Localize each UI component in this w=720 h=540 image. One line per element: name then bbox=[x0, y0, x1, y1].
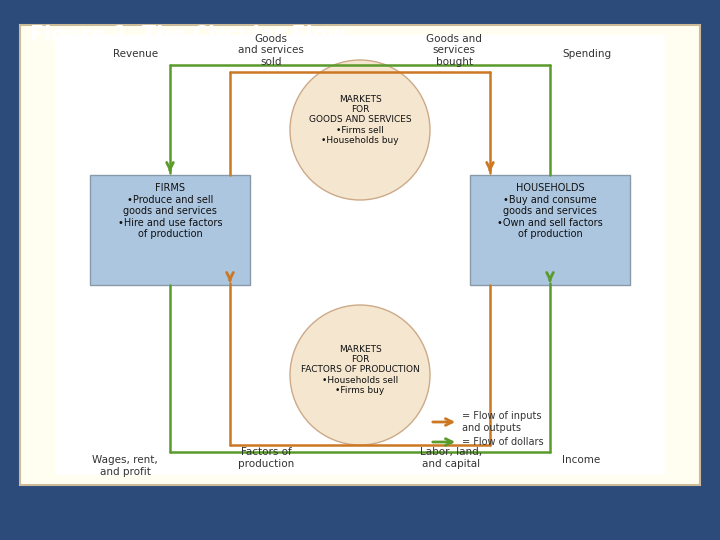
Text: MARKETS
FOR
FACTORS OF PRODUCTION
•Households sell
•Firms buy: MARKETS FOR FACTORS OF PRODUCTION •House… bbox=[301, 345, 419, 395]
Text: MARKETS
FOR
GOODS AND SERVICES
•Firms sell
•Households buy: MARKETS FOR GOODS AND SERVICES •Firms se… bbox=[309, 94, 411, 145]
Text: Goods
and services
sold: Goods and services sold bbox=[238, 34, 304, 67]
Text: FIRMS
•Produce and sell
goods and services
•Hire and use factors
of production: FIRMS •Produce and sell goods and servic… bbox=[118, 183, 222, 239]
Circle shape bbox=[290, 305, 430, 445]
Text: Factors of
production: Factors of production bbox=[238, 447, 294, 469]
FancyBboxPatch shape bbox=[55, 35, 665, 475]
FancyBboxPatch shape bbox=[20, 25, 700, 485]
Text: Spending: Spending bbox=[562, 49, 611, 59]
Text: Figure 1  The Circular Flow: Figure 1 The Circular Flow bbox=[30, 25, 346, 45]
Text: = Flow of inputs
and outputs: = Flow of inputs and outputs bbox=[462, 411, 541, 433]
Text: Goods and
services
bought: Goods and services bought bbox=[426, 34, 482, 67]
Text: Labor, land,
and capital: Labor, land, and capital bbox=[420, 447, 482, 469]
Circle shape bbox=[290, 60, 430, 200]
FancyBboxPatch shape bbox=[90, 175, 250, 285]
Text: Revenue: Revenue bbox=[113, 49, 158, 59]
Text: = Flow of dollars: = Flow of dollars bbox=[462, 437, 544, 447]
FancyBboxPatch shape bbox=[470, 175, 630, 285]
Text: HOUSEHOLDS
•Buy and consume
goods and services
•Own and sell factors
of producti: HOUSEHOLDS •Buy and consume goods and se… bbox=[497, 183, 603, 239]
Text: Income: Income bbox=[562, 455, 600, 465]
Text: Wages, rent,
and profit: Wages, rent, and profit bbox=[92, 455, 158, 477]
